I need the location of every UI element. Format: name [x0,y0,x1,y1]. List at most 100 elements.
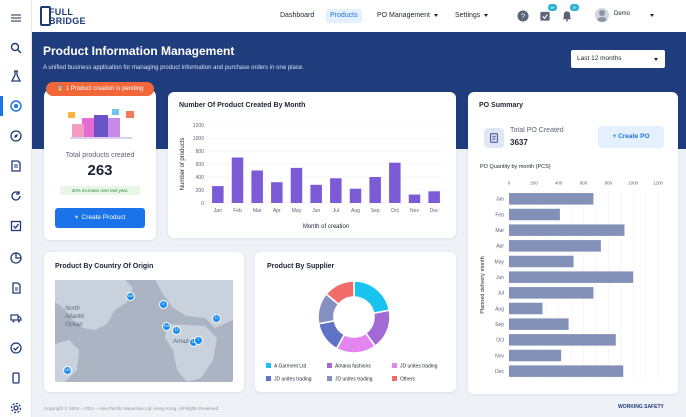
truck-icon[interactable] [8,310,24,326]
avatar[interactable] [595,8,609,22]
book-icon[interactable] [8,158,24,174]
tasks-badge: 9+ [548,4,557,11]
y-tick-label: 0 [201,201,204,207]
date-range-select[interactable]: Last 12 months [571,50,665,68]
bar [509,224,625,236]
bar [369,177,381,203]
hamburger-menu-icon[interactable] [8,10,24,26]
refresh-icon[interactable] [8,188,24,204]
map-marker[interactable]: 145 [126,292,135,301]
map-marker[interactable]: 12 [172,326,181,335]
x-tick-label: 600 [580,181,588,186]
gear-icon[interactable] [8,400,24,416]
donut-slice [353,280,391,315]
legend-item: A Garment Ltd [266,363,306,370]
help-icon[interactable]: ? [516,9,529,22]
bell-icon[interactable]: 9+ [560,4,579,22]
products-by-month-title: Number Of Product Created By Month [179,102,306,109]
document-icon[interactable] [8,280,24,296]
map-marker[interactable]: 7 [194,336,203,345]
bar [231,157,244,203]
total-products-value: 263 [87,162,113,179]
target-icon[interactable] [8,98,24,114]
map-marker[interactable]: 5 [159,300,168,309]
footer-copyright: Copyright © 2004 – 2021 – Asia Pacific I… [44,406,219,411]
chevron-down-icon [654,58,658,61]
bar [509,255,574,268]
y-tick-label: Dec [495,369,504,375]
mobile-icon[interactable] [8,370,24,386]
legend-item: Amana fashions [327,363,371,370]
create-po-button[interactable]: + Create PO [598,126,664,148]
map-marker[interactable]: 104 [162,322,171,331]
pending-alert[interactable]: ⌛ 1 Product creation is pending [46,82,154,96]
checklist-icon[interactable] [8,218,24,234]
x-tick-label: Oct [391,208,399,214]
bar [212,186,224,203]
total-products-label: Total products created [65,152,135,159]
create-product-label: Create Product [81,214,126,221]
create-product-button[interactable]: + Create Product [55,208,145,228]
logo-text-top: FULL [49,7,74,17]
chevron-down-icon [484,13,489,17]
legend-item: Others [392,376,415,383]
y-tick-label: Oct [496,338,504,344]
bar [408,194,421,203]
bar [509,302,543,315]
legend-swatch [266,376,271,381]
compass-icon[interactable] [8,128,24,144]
x-tick-label: Jun [312,208,320,214]
flask-icon[interactable] [8,68,24,84]
top-header: FULL BRIDGE Dashboard Products PO Manage… [32,0,686,32]
supplier-card: Product By Supplier [255,252,456,392]
products-by-month-card: Number Of Product Created By Month 0 200 4… [168,92,456,238]
user-name[interactable]: Demo [614,11,631,17]
x-tick-label: Feb [233,208,242,214]
x-tick-label: 1200 [653,181,664,186]
tasks-icon[interactable]: 9+ [538,4,557,22]
pie-chart-icon[interactable] [8,250,24,266]
supplier-title: Product By Supplier [267,263,335,270]
world-map[interactable]: North Atlantic Ocean Amazon 145 5 104 12… [55,280,233,382]
bar [509,208,560,221]
bar [509,240,601,252]
nav-dashboard[interactable]: Dashboard [280,12,315,19]
nav-po-management[interactable]: PO Management [377,9,438,23]
check-circle-icon[interactable] [8,340,24,356]
bar [428,191,440,203]
legend-item: JD unites trading [327,376,373,383]
donut-slice [325,280,355,306]
bar [271,182,283,203]
bar [310,184,322,203]
x-tick-label: May [292,208,302,214]
legend-swatch [327,363,332,368]
bar [509,287,594,299]
chevron-down-icon[interactable] [650,14,654,17]
y-tick-label: Feb [495,212,504,218]
bar [330,178,342,203]
x-tick-label: 0 [508,181,511,186]
x-tick-label: 1000 [628,181,639,186]
full-bridge-logo[interactable]: FULL BRIDGE [40,6,86,28]
map-label-ocean: Ocean [65,322,83,328]
hourglass-icon: ⌛ [56,86,65,92]
bar [251,170,263,203]
products-illustration-icon [68,109,134,139]
legend-item: JD unites trading [266,376,312,383]
create-po-label: Create PO [618,133,650,140]
plus-icon: + [612,133,617,140]
pending-text: 1 Product creation is pending [65,86,144,92]
map-marker[interactable]: 145 [63,366,72,375]
x-tick-label: Sep [371,208,380,214]
footer-brand-logo: WORKING SAFETY [618,404,664,410]
y-tick-label: Nov [495,353,504,359]
legend-swatch [327,376,332,381]
x-tick-label: 400 [555,181,563,186]
map-marker[interactable]: 12 [212,314,221,323]
logo-text-bottom: BRIDGE [49,16,86,26]
nav-products[interactable]: Products [326,9,362,23]
y-tick-label: May [495,259,505,265]
search-icon[interactable] [8,40,24,56]
nav-settings[interactable]: Settings [455,9,489,23]
y-tick-label: 200 [196,188,205,194]
